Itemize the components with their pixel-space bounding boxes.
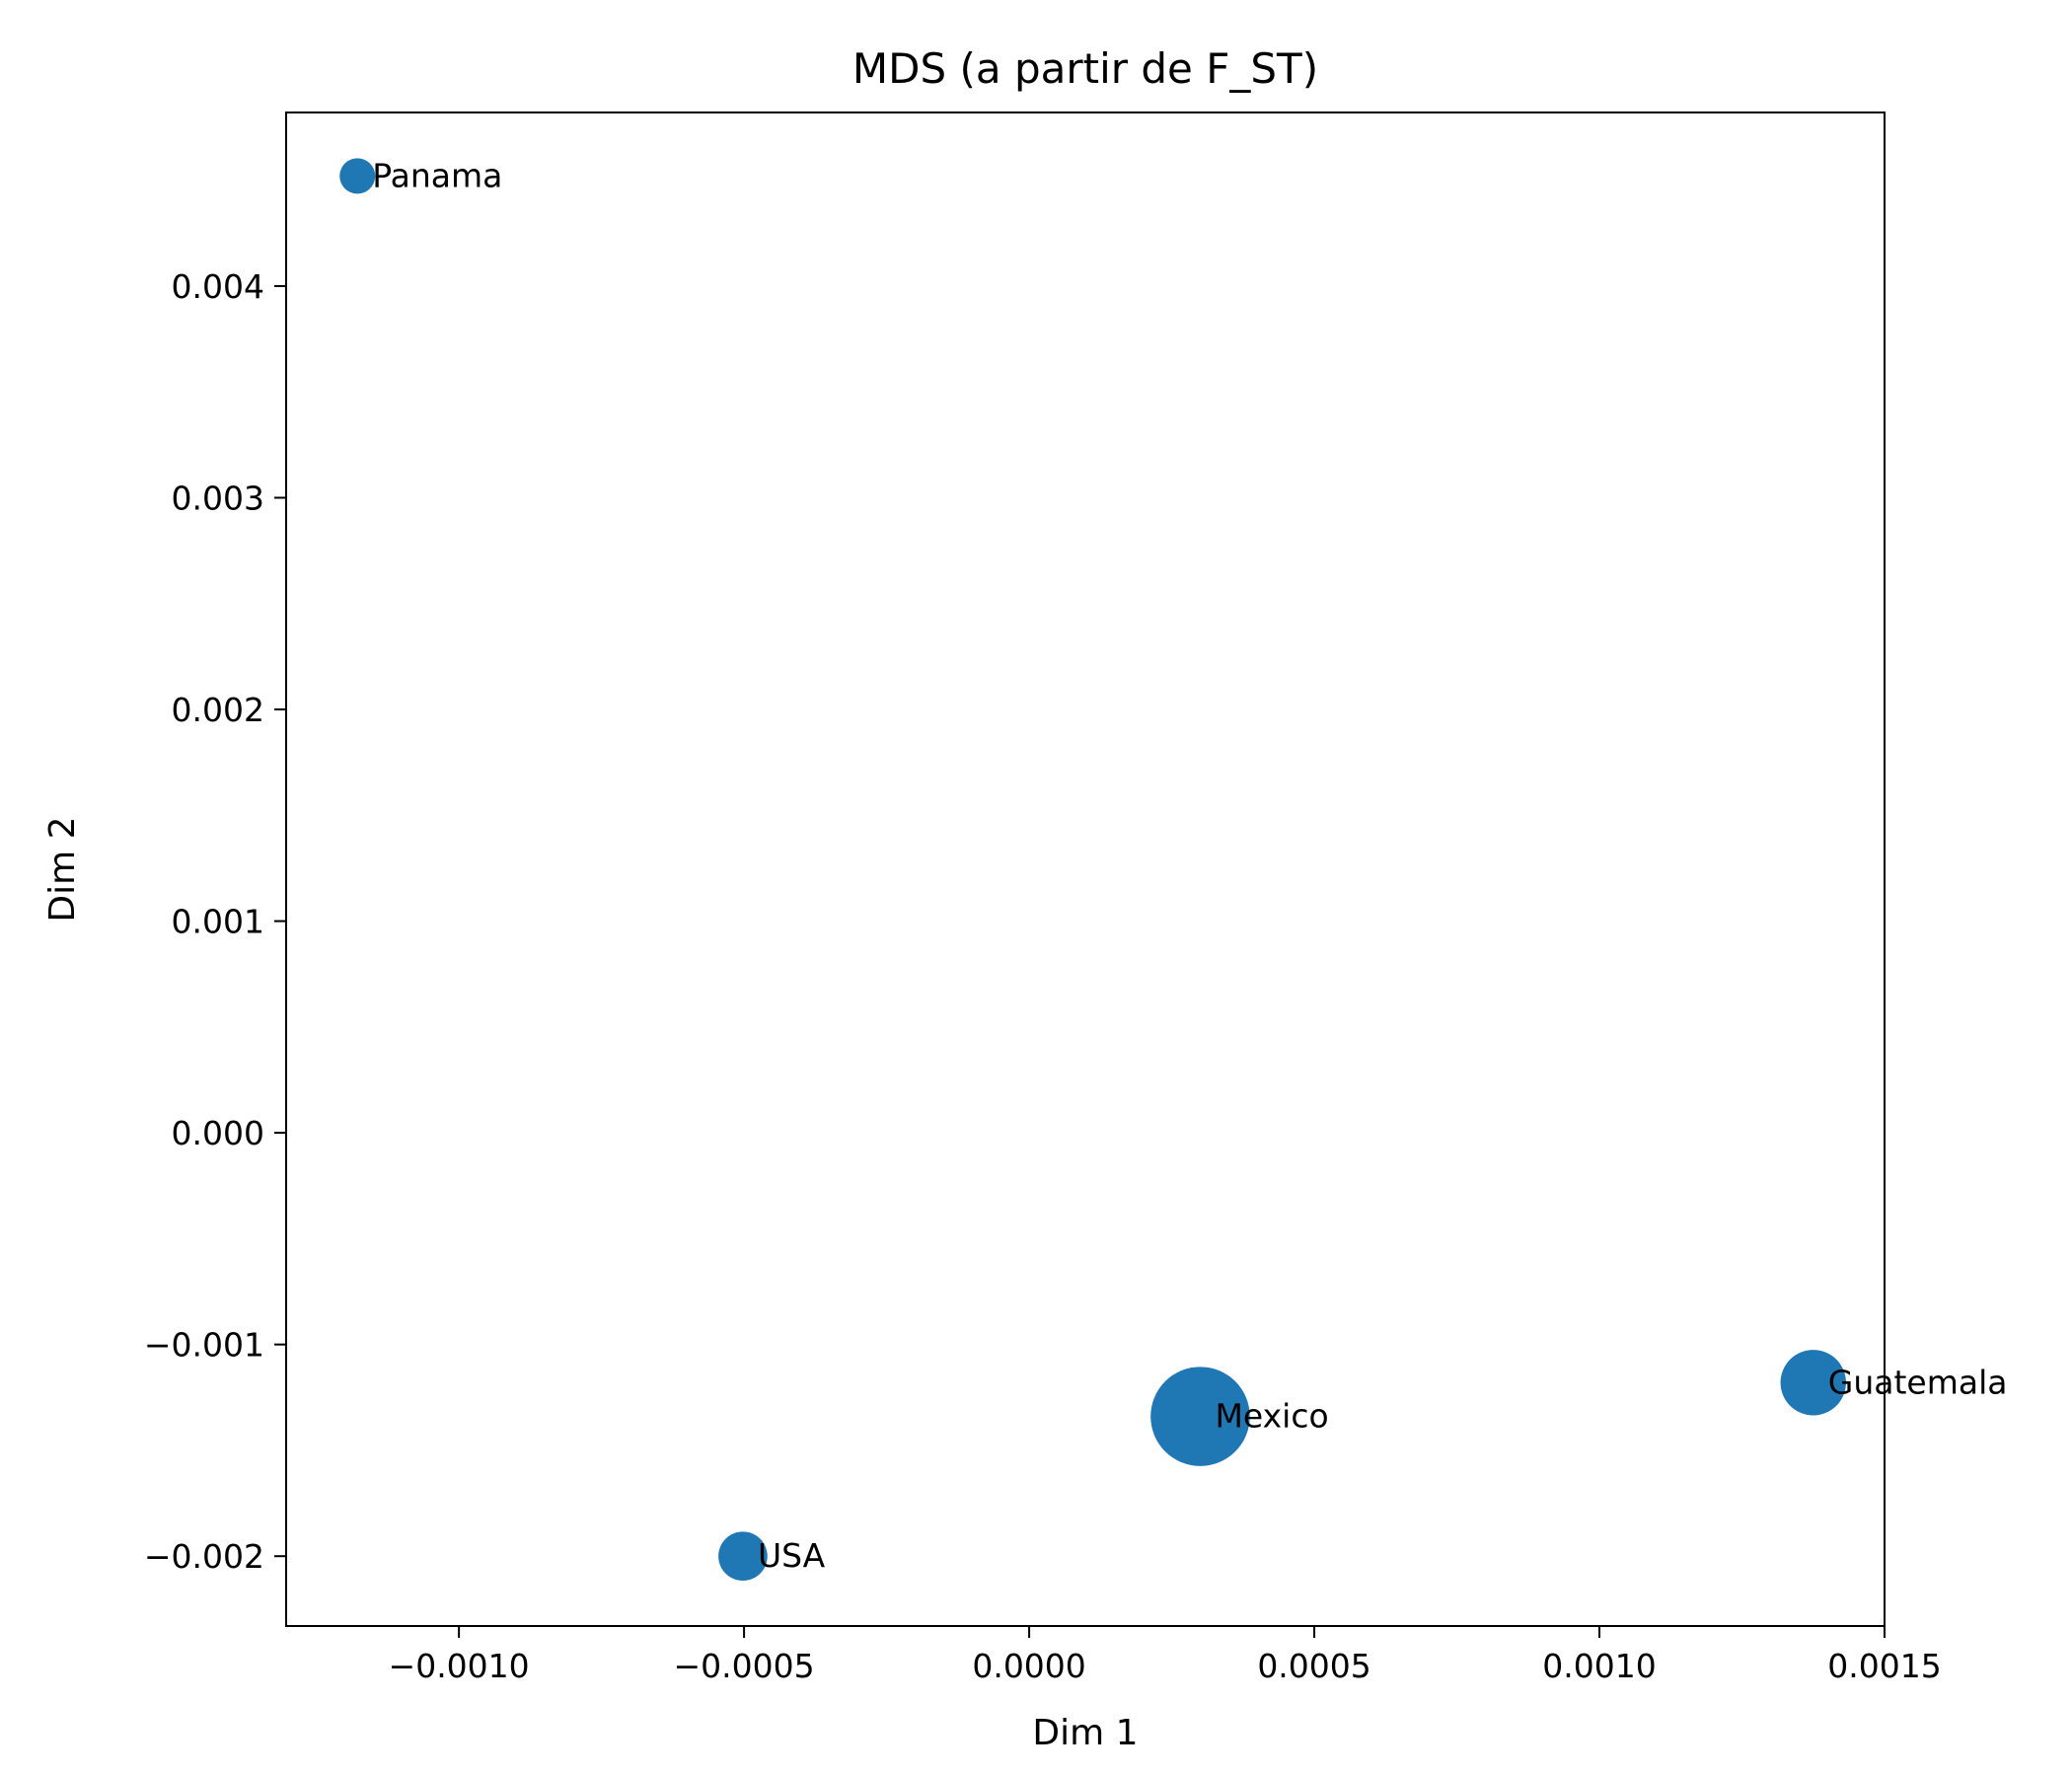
y-tick-label: −0.002 (144, 1537, 264, 1576)
point-label-usa: USA (758, 1536, 826, 1575)
scatter-point-usa (718, 1531, 768, 1582)
scatter-point-guatemala (1780, 1350, 1846, 1416)
x-axis-label: Dim 1 (1032, 1713, 1138, 1753)
y-tick-label: 0.001 (172, 903, 264, 941)
x-tick-label: 0.0000 (972, 1647, 1085, 1685)
points-layer (339, 158, 1846, 1582)
point-label-panama: Panama (372, 156, 502, 194)
y-tick-label: 0.003 (172, 479, 264, 517)
y-tick-label: 0.004 (172, 267, 264, 306)
plot-area-frame (285, 111, 1886, 1627)
chart-title: MDS (a partir de F_ST) (852, 44, 1318, 93)
y-axis-ticks: −0.002 −0.001 0.000 0.001 0.002 0.003 0.004 (144, 267, 286, 1576)
x-tick-label: 0.0015 (1827, 1647, 1941, 1685)
scatter-point-mexico (1150, 1367, 1250, 1466)
y-tick-label: −0.001 (144, 1326, 264, 1365)
point-label-guatemala: Guatemala (1828, 1363, 2008, 1401)
x-tick-label: 0.0005 (1257, 1647, 1370, 1685)
x-tick-label: −0.0010 (389, 1647, 530, 1685)
y-axis-label: Dim 2 (42, 816, 83, 922)
point-label-mexico: Mexico (1215, 1397, 1328, 1436)
y-tick-label: 0.000 (172, 1114, 264, 1152)
x-tick-label: −0.0005 (674, 1647, 815, 1685)
point-labels-layer: Panama USA Mexico Guatemala (372, 156, 2007, 1575)
x-axis-ticks: −0.0010 −0.0005 0.0000 0.0005 0.0010 0.0015 (389, 1626, 1942, 1685)
y-tick-label: 0.002 (172, 691, 264, 729)
scatter-point-panama (339, 158, 376, 194)
x-tick-label: 0.0010 (1542, 1647, 1656, 1685)
